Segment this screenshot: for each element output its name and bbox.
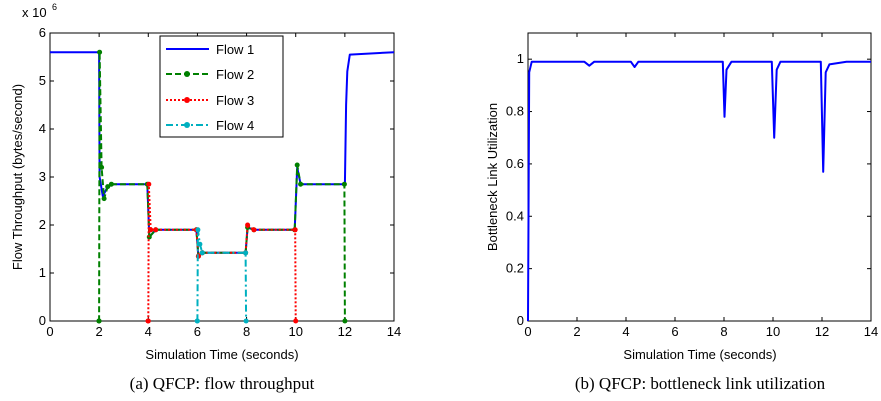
series-marker-3 (245, 222, 251, 228)
y-tick-label: 0 (517, 313, 524, 328)
series-marker-3 (293, 318, 299, 324)
legend-label-flow-3: Flow 3 (216, 93, 254, 108)
utilization-ticks: 0 2 4 6 8 10 12 14 0 0.2 0.4 0.6 0.8 1 (506, 33, 878, 339)
x-tick-label: 4 (145, 324, 152, 339)
throughput-y-axis-label: Flow Throughput (bytes/second) (10, 84, 25, 270)
x-tick-label: 10 (288, 324, 302, 339)
series-marker-3 (146, 181, 152, 187)
series-marker-2 (298, 181, 304, 187)
throughput-legend: Flow 1 Flow 2 Flow 3 Flow 4 (159, 35, 284, 138)
legend-marker-flow-2 (184, 71, 190, 77)
legend-box (159, 35, 284, 138)
series-marker-2 (101, 196, 107, 202)
series-marker-4 (194, 318, 200, 324)
y-tick-label: 0 (39, 313, 46, 328)
throughput-multiplier-exponent: 6 (52, 2, 57, 12)
y-tick-label: 2 (39, 217, 46, 232)
y-tick-label: 3 (39, 169, 46, 184)
x-tick-label: 14 (864, 324, 878, 339)
series-marker-3 (251, 227, 257, 233)
series-marker-4 (243, 250, 249, 256)
y-tick-label: 1 (39, 265, 46, 280)
series-marker-3 (292, 227, 298, 233)
throughput-caption: (a) QFCP: flow throughput (130, 374, 315, 393)
legend-label-flow-1: Flow 1 (216, 42, 254, 57)
series-marker-2 (341, 181, 347, 187)
y-tick-label: 0.2 (506, 261, 524, 276)
legend-label-flow-2: Flow 2 (216, 67, 254, 82)
series-marker-3 (145, 318, 151, 324)
x-tick-label: 12 (815, 324, 829, 339)
series-marker-2 (294, 162, 300, 168)
x-tick-label: 14 (387, 324, 401, 339)
legend-marker-flow-4 (184, 122, 190, 128)
x-tick-label: 8 (720, 324, 727, 339)
y-tick-label: 4 (39, 121, 46, 136)
utilization-caption: (b) QFCP: bottleneck link utilization (575, 374, 826, 393)
series-marker-2 (342, 318, 348, 324)
utilization-series (527, 60, 871, 322)
y-tick-label: 5 (39, 73, 46, 88)
legend-marker-flow-3 (184, 97, 190, 103)
y-tick-label: 6 (39, 25, 46, 40)
x-tick-label: 8 (243, 324, 250, 339)
throughput-multiplier: x 10 (22, 5, 47, 20)
x-tick-label: 0 (46, 324, 53, 339)
series-marker-2 (96, 318, 102, 324)
utilization-x-axis-label: Simulation Time (seconds) (623, 347, 776, 362)
throughput-x-axis-label: Simulation Time (seconds) (145, 347, 298, 362)
series-marker-4 (195, 227, 201, 233)
x-tick-label: 2 (96, 324, 103, 339)
x-tick-label: 10 (766, 324, 780, 339)
y-tick-label: 0.4 (506, 208, 524, 223)
series-marker-3 (153, 227, 159, 233)
y-tick-label: 1 (517, 51, 524, 66)
x-tick-label: 4 (622, 324, 629, 339)
series-marker-2 (97, 49, 103, 55)
series-marker-4 (197, 241, 203, 247)
x-tick-label: 2 (573, 324, 580, 339)
x-tick-label: 6 (671, 324, 678, 339)
series-marker-2 (99, 164, 105, 170)
x-tick-label: 0 (524, 324, 531, 339)
utilization-plot-area (527, 32, 872, 322)
series-marker-2 (108, 181, 114, 187)
y-tick-label: 0.6 (506, 156, 524, 171)
series-marker-4 (199, 250, 205, 256)
y-tick-label: 0.8 (506, 104, 524, 119)
series-line-1 (527, 60, 871, 322)
x-tick-label: 6 (194, 324, 201, 339)
series-marker-3 (148, 227, 154, 233)
legend-label-flow-4: Flow 4 (216, 118, 254, 133)
series-marker-2 (105, 184, 111, 190)
series-marker-4 (243, 318, 249, 324)
utilization-chart: 0 2 4 6 8 10 12 14 0 0.2 0.4 0.6 0.8 1 Simulation Tim… (485, 32, 878, 393)
x-tick-label: 12 (338, 324, 352, 339)
utilization-y-axis-label: Bottleneck Link Utilization (485, 103, 500, 251)
throughput-series (49, 49, 395, 324)
